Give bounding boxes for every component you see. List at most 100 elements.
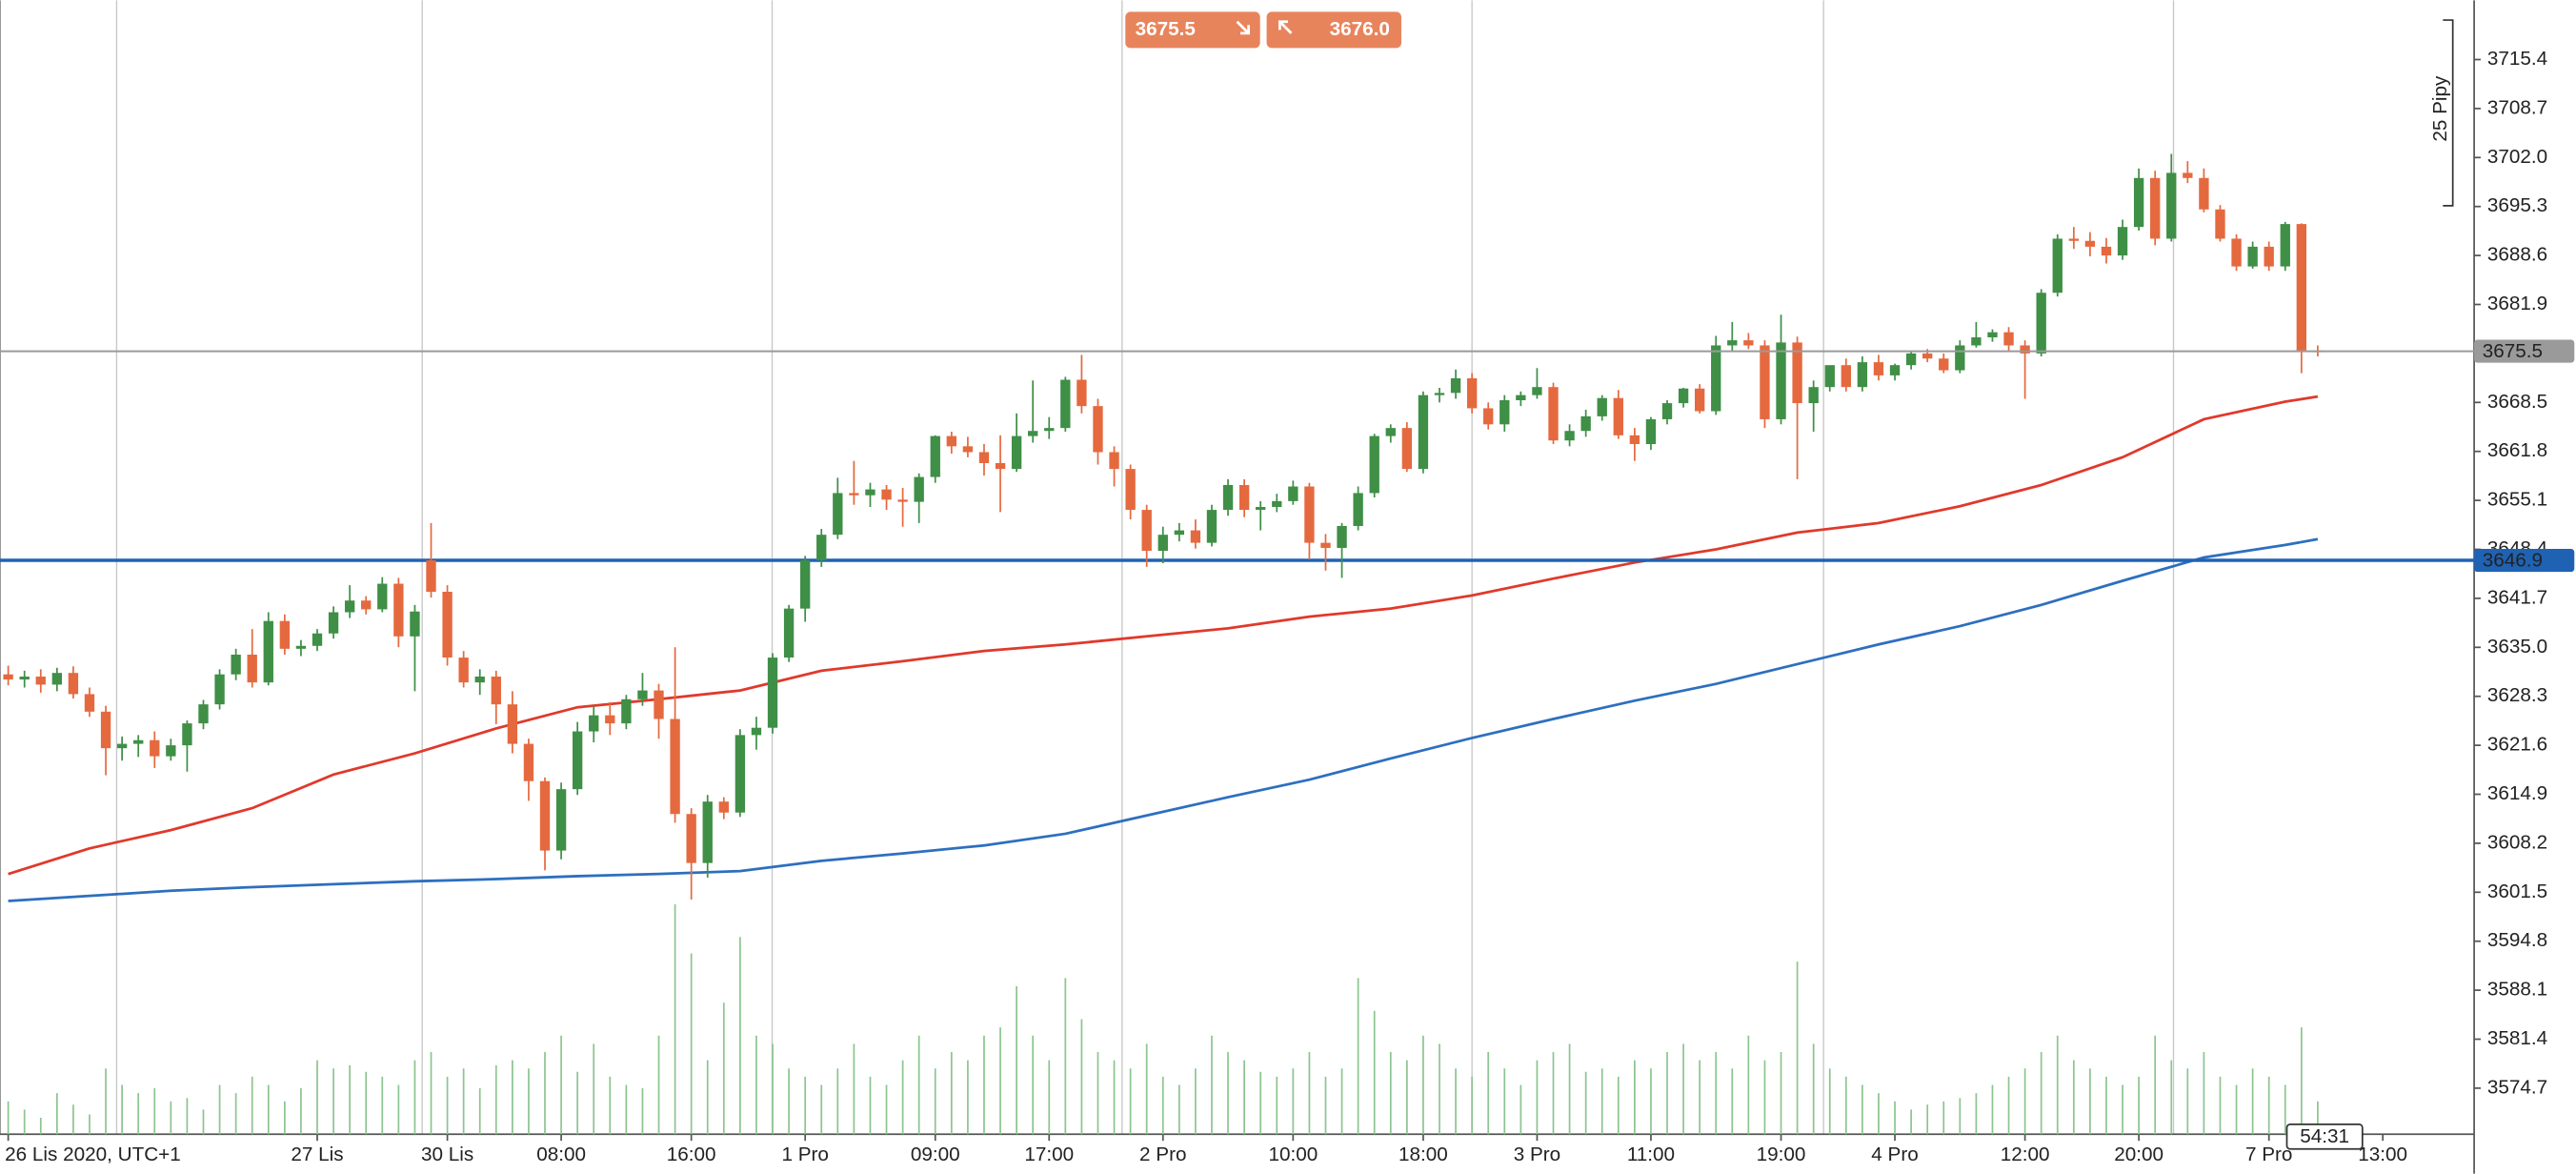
candle-body xyxy=(2150,177,2161,239)
candle-body xyxy=(1466,377,1478,409)
y-tick-label: 3641.7 xyxy=(2487,586,2547,608)
candle-body xyxy=(1337,525,1347,548)
candle-body xyxy=(962,446,974,453)
y-tick-label: 3581.4 xyxy=(2487,1027,2547,1049)
candle-body xyxy=(214,674,225,705)
x-tick-label: 17:00 xyxy=(1024,1144,1074,1165)
candle-body xyxy=(166,745,176,757)
y-tick-label: 3702.0 xyxy=(2487,146,2547,168)
buy-button-bg[interactable] xyxy=(1266,11,1401,49)
x-tick-label: 20:00 xyxy=(2114,1144,2163,1165)
x-tick-label: 4 Pro xyxy=(1871,1144,1918,1165)
sell-price[interactable]: 3675.5 xyxy=(1136,18,1196,40)
x-tick-label: 10:00 xyxy=(1268,1144,1318,1165)
y-tick-label: 3661.8 xyxy=(2487,439,2547,461)
candle-body xyxy=(1434,393,1445,395)
candle-body xyxy=(767,658,778,728)
candle-body xyxy=(2231,238,2242,267)
candle-body xyxy=(2133,177,2144,228)
candle-body xyxy=(1922,353,1933,359)
candle-body xyxy=(1564,431,1575,441)
candle-body xyxy=(2003,332,2014,346)
x-tick-label: 09:00 xyxy=(911,1144,960,1165)
candle-body xyxy=(2036,293,2046,354)
candle-body xyxy=(1857,362,1868,388)
y-tick-label: 3588.1 xyxy=(2487,979,2547,1001)
candle-body xyxy=(1256,507,1266,511)
candle-body xyxy=(1792,342,1802,404)
candle-body xyxy=(946,435,956,447)
x-tick-label: 08:00 xyxy=(536,1144,586,1165)
candle-body xyxy=(654,690,664,719)
sell-arrow xyxy=(1236,20,1250,35)
buy-button[interactable]: 3676.0 xyxy=(1266,11,1401,49)
buy-price[interactable]: 3676.0 xyxy=(1330,18,1390,40)
candle-body xyxy=(491,676,501,705)
candle-body xyxy=(1401,428,1413,470)
candle-body xyxy=(1613,397,1623,435)
candle-body xyxy=(670,719,680,815)
level-box xyxy=(2474,548,2575,573)
sell-button[interactable]: 3675.5 xyxy=(1125,11,1260,49)
candle-body xyxy=(2183,172,2193,178)
pip-scale: 25 Pipy xyxy=(2429,19,2454,207)
candle-body xyxy=(442,592,453,658)
candle-body xyxy=(1190,530,1201,543)
candle-body xyxy=(1385,428,1396,436)
candle-body xyxy=(247,654,257,683)
candle-body xyxy=(410,611,420,637)
candle-body xyxy=(1629,435,1640,445)
candle-body xyxy=(1499,400,1510,425)
candle-body xyxy=(279,620,291,649)
candle-body xyxy=(393,583,404,637)
candle-body xyxy=(1272,500,1282,508)
candle-body xyxy=(84,694,95,712)
candle-body xyxy=(1727,340,1738,346)
candle-body xyxy=(1743,340,1754,346)
candle-body xyxy=(735,735,746,813)
pip-bracket xyxy=(2443,19,2454,207)
candle-body xyxy=(1369,435,1379,494)
candle-body xyxy=(702,801,713,863)
x-tick-label: 1 Pro xyxy=(781,1144,828,1165)
candle-body xyxy=(1011,435,1022,470)
candle-body xyxy=(1060,379,1071,429)
candle-body xyxy=(1238,484,1250,511)
candle-body xyxy=(605,715,615,724)
x-tick-label: 16:00 xyxy=(667,1144,716,1165)
y-tick-label: 3715.4 xyxy=(2487,48,2547,70)
candle-body xyxy=(1353,493,1363,526)
candle-body xyxy=(1889,365,1901,375)
candle-body xyxy=(1580,415,1591,432)
y-tick-label: 3621.6 xyxy=(2487,734,2547,756)
candle-body xyxy=(1450,377,1461,394)
candle-body xyxy=(799,560,811,609)
candle-body xyxy=(637,690,648,699)
candle-body xyxy=(231,654,241,675)
candle-body xyxy=(1776,342,1786,419)
candle-body xyxy=(263,620,273,683)
sell-button-bg[interactable] xyxy=(1125,11,1260,49)
candle-body xyxy=(914,476,924,502)
candle-body xyxy=(2280,224,2290,267)
x-tick-label: 7 Pro xyxy=(2245,1144,2292,1165)
candle-body xyxy=(930,435,940,477)
moving-average xyxy=(8,537,2319,902)
candle-body xyxy=(555,789,567,851)
x-tick-label: 2 Pro xyxy=(1139,1144,1186,1165)
candle-body xyxy=(1711,345,1721,412)
candle-body xyxy=(1516,395,1526,401)
candle-body xyxy=(2247,246,2258,267)
level-label: 3646.9 xyxy=(2483,549,2543,571)
candle-body xyxy=(1304,486,1315,543)
candle-body xyxy=(1987,332,1998,338)
candle-body xyxy=(426,560,436,593)
pip-label: 25 Pipy xyxy=(2429,75,2451,142)
candle-body xyxy=(1157,535,1168,552)
candle-body xyxy=(2215,209,2225,239)
candle-body xyxy=(833,493,843,536)
candle-body xyxy=(849,493,859,496)
candle-body xyxy=(1320,542,1331,548)
candle-body xyxy=(2117,227,2128,256)
